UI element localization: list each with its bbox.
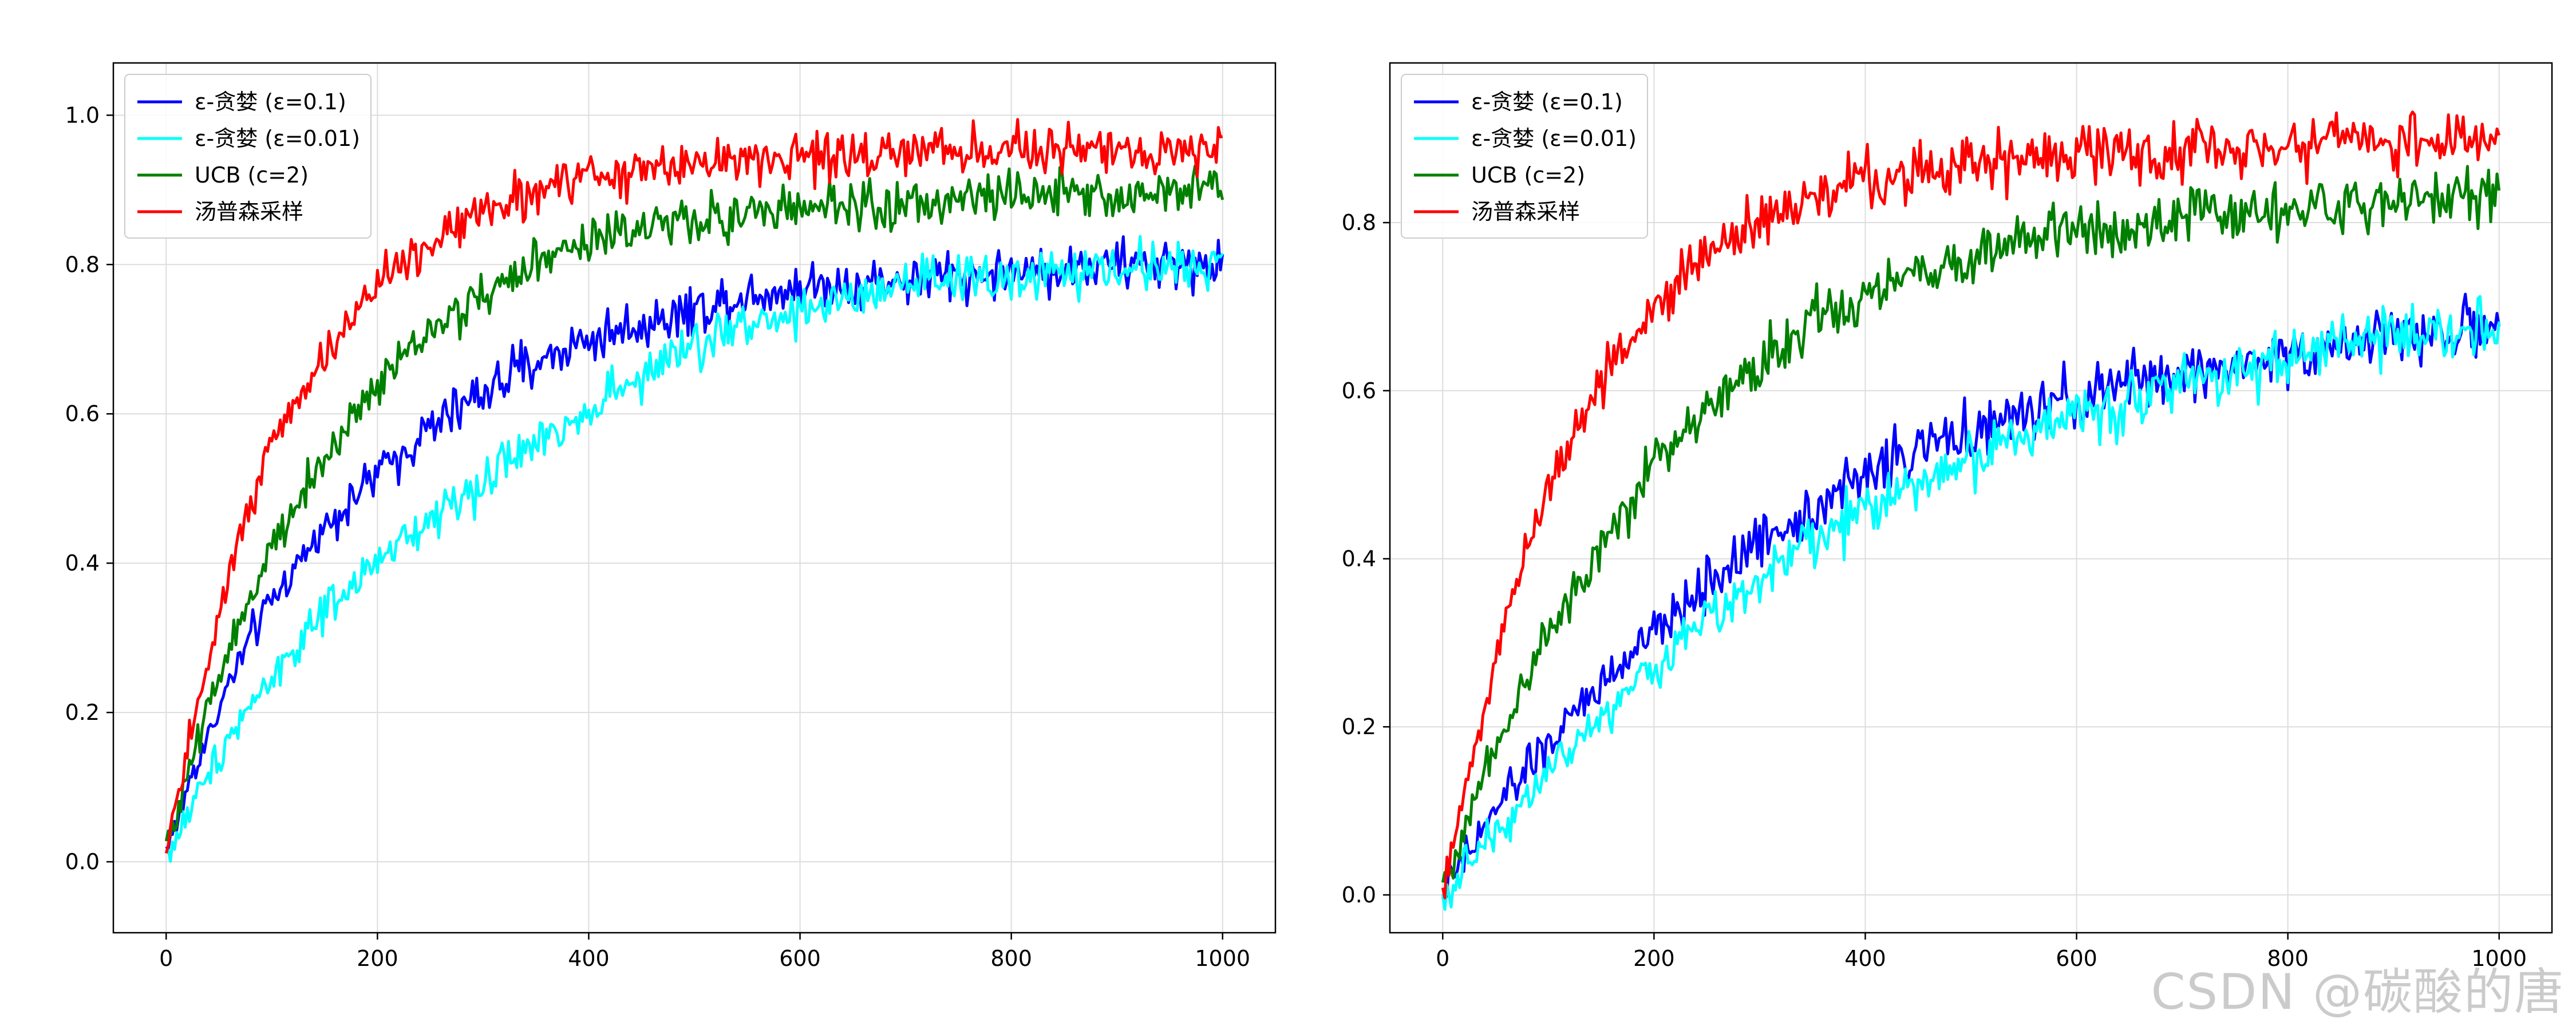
x-tick-label-left: 400 [568,946,610,971]
chart-left: 0 200 400 600 800 1000 0.0 0.2 0.4 0.6 0.8 1.0 ε-贪婪… [65,62,1277,971]
legend-box-right [1401,74,1648,239]
y-tick-label-left: 1.0 [65,102,100,128]
y-tick-label-left: 0.4 [65,550,100,576]
series-line-left-1 [165,235,1224,863]
y-tick-label-right: 0.2 [1342,714,1376,739]
y-tick-label-left: 0.6 [65,401,100,426]
x-tick-label-left: 200 [357,946,398,971]
legend-label-left-3: 汤普森采样 [195,199,303,224]
y-tick-label-left: 0.2 [65,700,100,725]
x-tick-label-left: 600 [779,946,821,971]
x-tick-label-right: 400 [1844,946,1886,971]
series-line-right-1 [1441,295,2501,911]
series-line-right-2 [1441,165,2501,883]
series-lines-right [1441,110,2501,911]
x-tick-label-right: 0 [1436,946,1449,971]
y-tick-label-right: 0.4 [1342,546,1376,571]
y-tick-label-left: 0.8 [65,252,100,277]
grid-right [1390,63,2552,933]
axes-right: 0 200 400 600 800 1000 0.0 0.2 0.4 0.6 0.8 [1342,62,2553,971]
x-tick-label-right: 200 [1633,946,1675,971]
legend-left: ε-贪婪 (ε=0.1) ε-贪婪 (ε=0.01) UCB (c=2) 汤普森采样 [124,74,372,239]
legend-label-left-2: UCB (c=2) [195,163,309,188]
y-tick-label-left: 0.0 [65,849,100,874]
legend-right: ε-贪婪 (ε=0.1) ε-贪婪 (ε=0.01) UCB (c=2) 汤普森采样 [1401,74,1648,239]
x-tick-label-left: 800 [990,946,1032,971]
legend-box-left [124,74,372,239]
x-tick-label-left: 1000 [1195,946,1250,971]
x-tick-label-right: 600 [2056,946,2097,971]
series-line-left-2 [164,164,1224,842]
x-tick-label-right: 800 [2267,946,2309,971]
chart-right: 0 200 400 600 800 1000 0.0 0.2 0.4 0.6 0.8 ε-贪婪 (ε… [1342,62,2553,971]
series-line-left-3 [164,118,1223,854]
legend-label-right-0: ε-贪婪 (ε=0.1) [1471,89,1623,114]
axes-border-right [1389,62,2553,934]
series-lines-left [164,118,1224,863]
legend-label-left-1: ε-贪婪 (ε=0.01) [195,126,360,151]
y-tick-label-right: 0.6 [1342,378,1376,403]
axes-border-left [112,62,1277,934]
y-tick-label-right: 0.8 [1342,210,1376,235]
legend-label-right-1: ε-贪婪 (ε=0.01) [1471,126,1637,151]
watermark: CSDN @碳酸的唐 [2151,964,2565,1021]
y-tick-label-right: 0.0 [1342,882,1376,908]
x-tick-label-left: 0 [159,946,173,971]
axes-left: 0 200 400 600 800 1000 0.0 0.2 0.4 0.6 0.8 1.0 [65,62,1277,971]
legend-label-right-3: 汤普森采样 [1471,199,1580,224]
legend-label-right-2: UCB (c=2) [1471,163,1585,188]
series-line-right-3 [1441,110,2501,900]
legend-label-left-0: ε-贪婪 (ε=0.1) [195,89,346,114]
x-tick-label-right: 1000 [2471,946,2527,971]
